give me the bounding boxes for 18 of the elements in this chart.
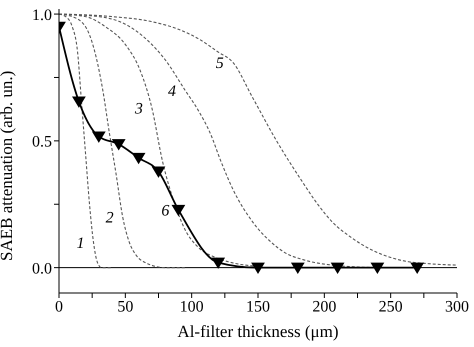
x-tick-label: 250 bbox=[378, 298, 403, 316]
x-tick-label: 200 bbox=[312, 298, 336, 316]
y-tick-label: 0.0 bbox=[32, 260, 52, 278]
y-axis-title: SAEB attenuation (arb. un.) bbox=[0, 70, 16, 261]
annotation: 5 bbox=[216, 54, 224, 72]
y-tick-label: 1.0 bbox=[32, 6, 52, 24]
x-tick-label: 0 bbox=[55, 298, 63, 316]
x-tick-label: 300 bbox=[445, 298, 469, 316]
annotation: 1 bbox=[76, 234, 84, 252]
y-tick-label: 0.5 bbox=[32, 134, 52, 151]
annotation: 4 bbox=[168, 82, 176, 100]
annotation: 2 bbox=[106, 210, 114, 227]
x-tick-label: 50 bbox=[117, 298, 134, 316]
annotation: 3 bbox=[134, 100, 143, 118]
x-axis-title: Al-filter thickness (μm) bbox=[177, 322, 339, 341]
x-tick-label: 150 bbox=[246, 298, 270, 316]
annotation: 6 bbox=[161, 202, 170, 220]
x-tick-label: 100 bbox=[180, 298, 204, 316]
